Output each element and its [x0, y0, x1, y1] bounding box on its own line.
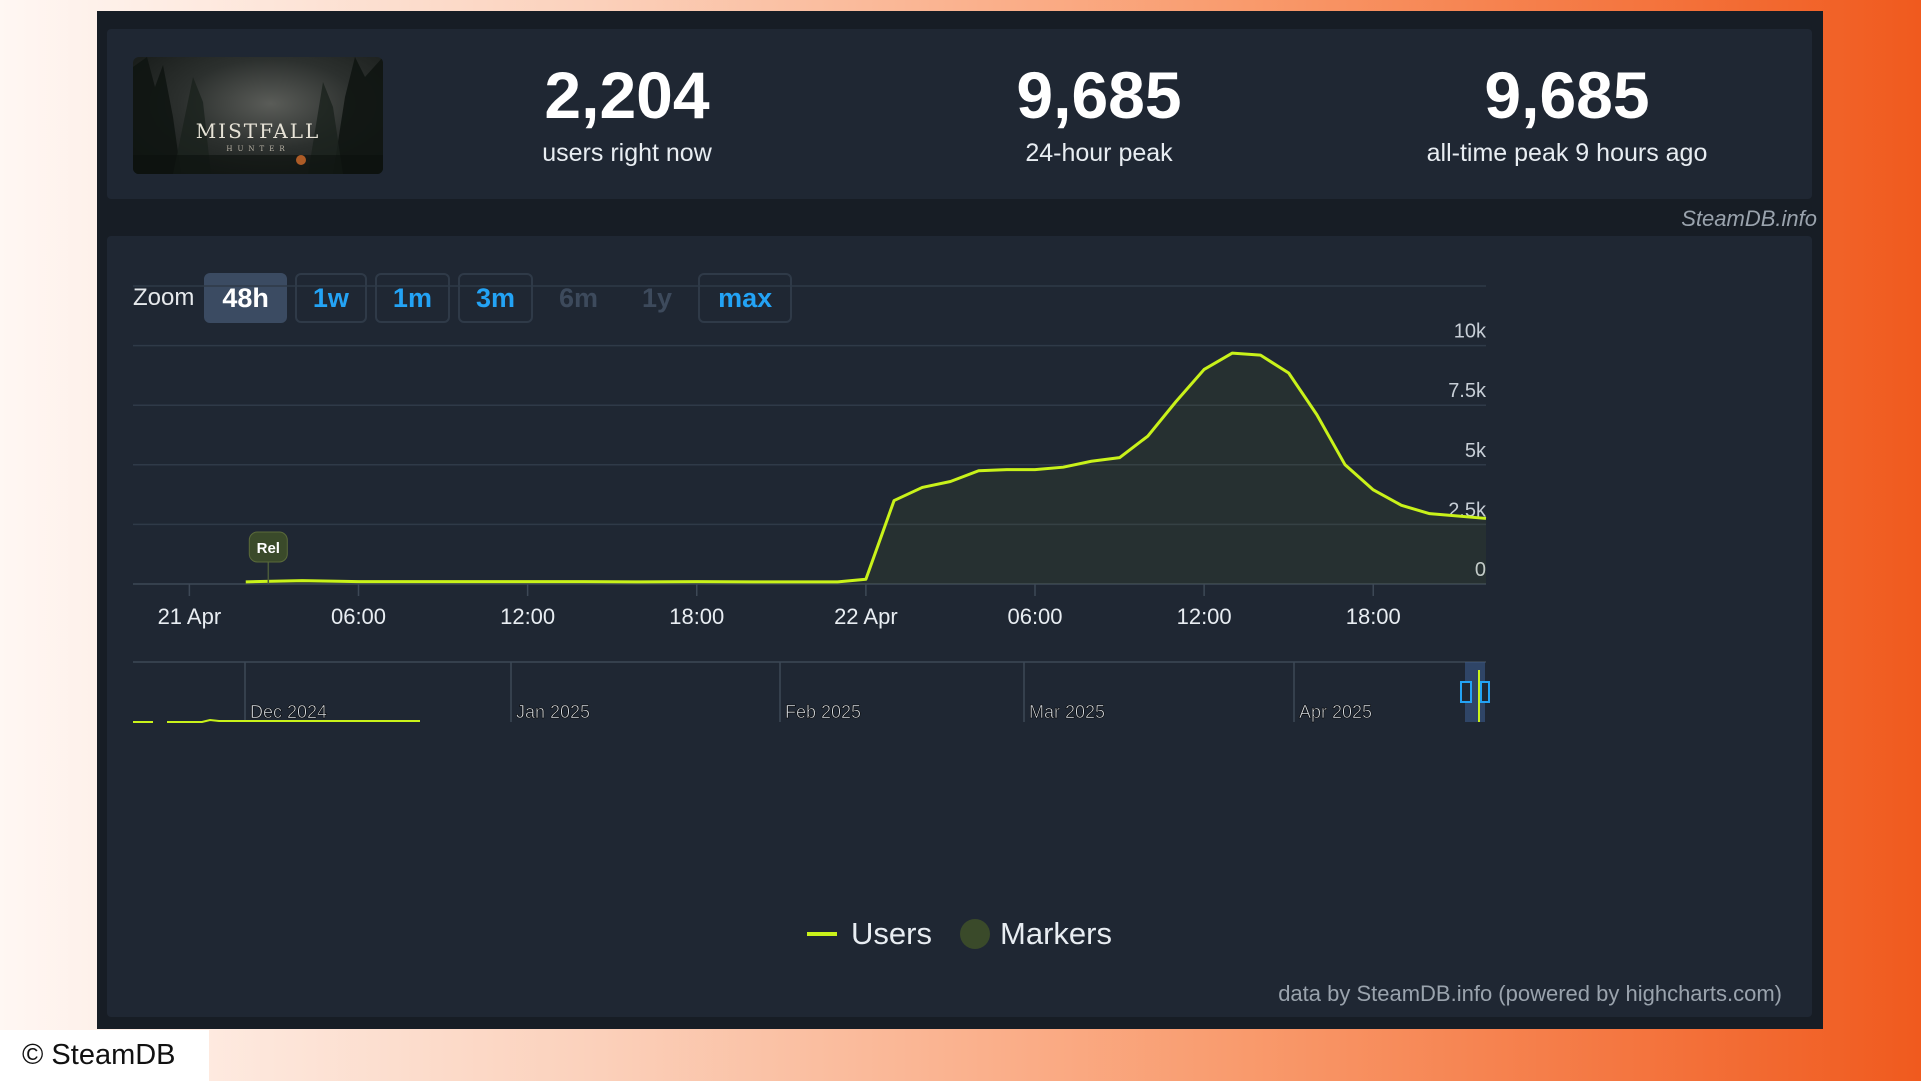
stat-value: 9,685 — [1016, 58, 1182, 132]
legend-line-icon — [807, 932, 838, 936]
x-tick-label: 06:00 — [331, 604, 386, 629]
legend-item-users[interactable]: Users — [807, 916, 932, 952]
y-tick-label: 5k — [1465, 440, 1487, 462]
stat-value: 9,685 — [1484, 58, 1650, 132]
stat-label: all-time peak 9 hours ago — [1426, 139, 1708, 167]
navigator-label: Feb 2025 — [785, 702, 861, 722]
chart-legend: Users Markers — [107, 916, 1812, 952]
zoom-controls: Zoom 48h 1w 1m 3m 6m 1y max — [133, 272, 800, 324]
navigator-right-handle — [1480, 681, 1490, 703]
game-capsule-image[interactable]: MISTFALL HUNTER — [133, 57, 383, 174]
navigator-label: Apr 2025 — [1299, 702, 1372, 722]
stat-value: 2,204 — [544, 58, 710, 132]
navigator-label: Mar 2025 — [1029, 702, 1105, 722]
stat-label: users right now — [542, 139, 712, 167]
zoom-1y-button: 1y — [624, 273, 690, 323]
zoom-6m-button: 6m — [541, 273, 616, 323]
legend-label: Users — [851, 916, 932, 951]
marker-label: Rel — [257, 540, 280, 557]
x-tick-label: 12:00 — [1177, 604, 1232, 629]
game-logo-subtitle: HUNTER — [226, 145, 290, 153]
x-tick-label: 06:00 — [1007, 604, 1062, 629]
steamdb-credit[interactable]: SteamDB.info — [1681, 206, 1817, 231]
x-tick-label: 18:00 — [1346, 604, 1401, 629]
zoom-1w-button[interactable]: 1w — [294, 273, 367, 323]
stats-header: MISTFALL HUNTER 2,204 users right now 9,… — [107, 29, 1812, 199]
player-count-chart: Zoom 48h 1w 1m 3m 6m 1y max 0 2.5k 5k 7.5k 1… — [107, 236, 1812, 1017]
copyright-notice: © SteamDB — [0, 1030, 209, 1081]
marker-rel-flag — [248, 531, 288, 563]
stat-current-users: 2,204 users right now — [417, 57, 837, 168]
y-tick-label: 0 — [1475, 559, 1486, 581]
zoom-max-button[interactable]: max — [698, 273, 793, 323]
x-tick-label: 12:00 — [500, 604, 555, 629]
stat-24h-peak: 9,685 24-hour peak — [889, 57, 1309, 168]
steamdb-panel: MISTFALL HUNTER 2,204 users right now 9,… — [97, 11, 1823, 1029]
zoom-48h-button[interactable]: 48h — [204, 273, 287, 323]
legend-label: Markers — [1000, 916, 1112, 951]
navigator-left-handle — [1460, 681, 1472, 703]
zoom-1m-button[interactable]: 1m — [374, 273, 450, 323]
powered-by-credit[interactable]: data by SteamDB.info (powered by highcha… — [1278, 981, 1782, 1006]
stat-label: 24-hour peak — [1025, 139, 1173, 167]
y-tick-label: 10k — [1454, 321, 1487, 343]
users-area — [245, 353, 1486, 584]
x-tick-label: 18:00 — [669, 604, 724, 629]
y-tick-label: 7.5k — [1448, 380, 1487, 402]
forest-trees-icon — [133, 57, 383, 174]
zoom-3m-button[interactable]: 3m — [457, 273, 533, 323]
navigator-series-line — [133, 718, 420, 723]
stat-all-time-peak: 9,685 all-time peak 9 hours ago — [1357, 57, 1777, 168]
legend-dot-icon — [960, 919, 990, 949]
x-tick-label: 21 Apr — [158, 604, 222, 629]
navigator-label: Jan 2025 — [516, 702, 590, 722]
x-tick-label: 22 Apr — [834, 604, 898, 629]
game-logo-text: MISTFALL — [195, 119, 321, 143]
legend-item-markers[interactable]: Markers — [960, 916, 1112, 952]
zoom-label: Zoom — [133, 284, 195, 311]
navigator-label: Dec 2024 — [250, 702, 327, 722]
